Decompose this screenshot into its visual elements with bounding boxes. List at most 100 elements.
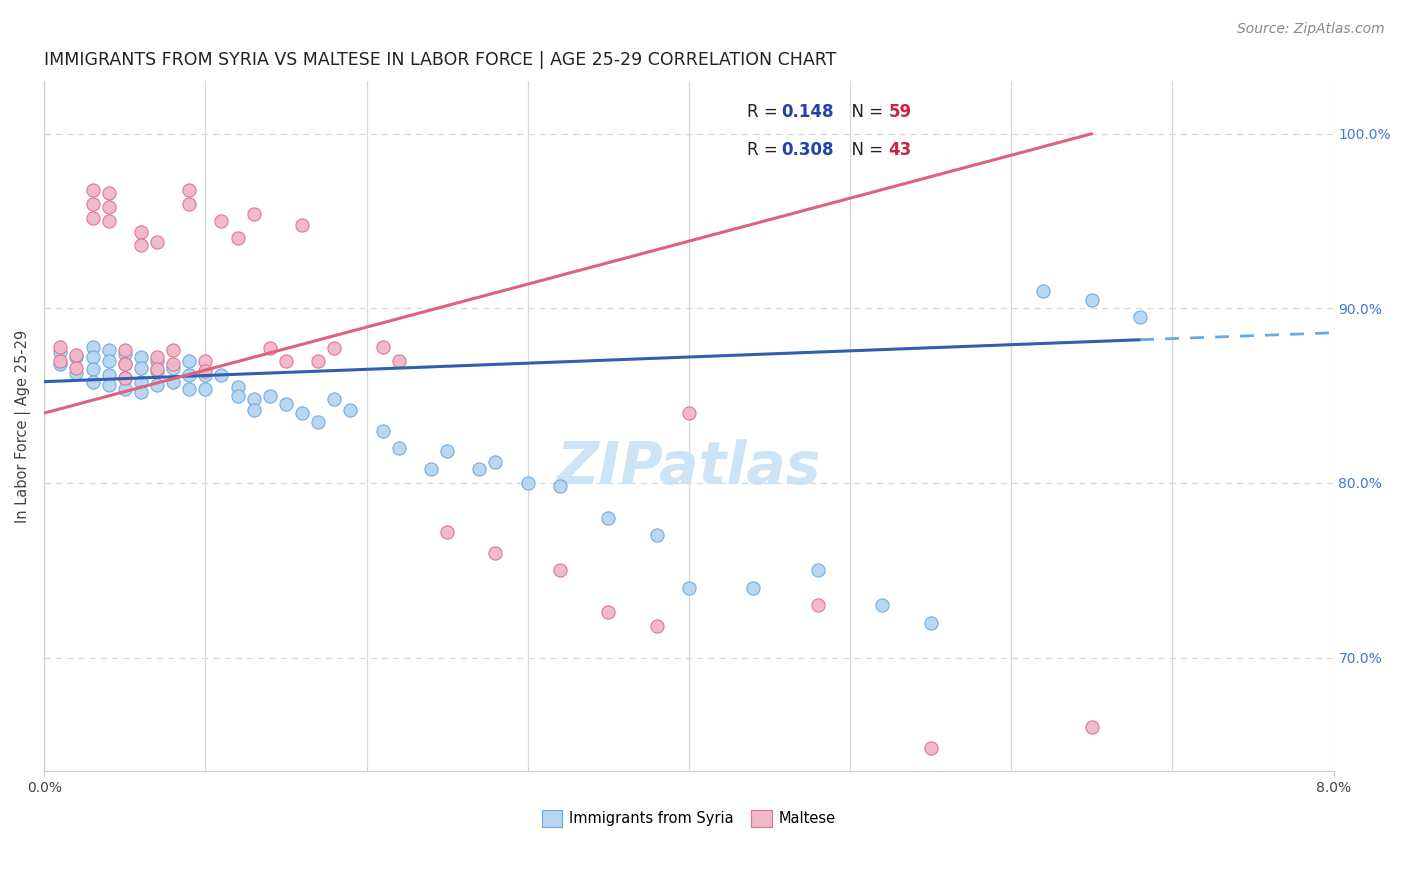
Point [146,353,169,368]
Point [65,350,87,364]
Point [97,353,120,368]
Text: 0.308: 0.308 [782,141,834,160]
Point [339,402,361,417]
Point [114,382,136,396]
Point [129,360,152,375]
Point [49,345,72,359]
Point [1129,310,1152,324]
Text: 0.148: 0.148 [782,103,834,121]
Point [65,366,87,380]
Point [82,375,104,389]
Point [598,511,620,525]
Point [97,368,120,382]
Point [179,183,201,197]
Point [162,357,184,371]
Point [114,371,136,385]
Text: R =: R = [747,141,783,160]
Point [82,340,104,354]
Point [436,444,458,458]
Point [179,353,201,368]
Point [484,546,506,560]
Point [598,605,620,619]
Point [484,455,506,469]
Point [82,196,104,211]
Point [291,406,314,420]
Point [226,389,249,403]
Point [82,350,104,364]
Point [371,424,394,438]
Point [146,362,169,376]
Point [114,347,136,361]
Point [194,353,217,368]
Point [807,598,830,612]
Point [468,462,491,476]
Point [97,378,120,392]
Point [114,357,136,371]
Point [82,211,104,225]
Point [146,350,169,364]
Point [114,343,136,358]
Point [920,615,942,630]
Point [129,238,152,252]
Point [323,342,346,356]
Point [420,462,443,476]
Point [645,619,668,633]
Point [114,357,136,371]
Point [114,371,136,385]
Point [82,362,104,376]
Point [274,353,297,368]
Point [226,231,249,245]
Point [516,475,538,490]
Point [274,397,297,411]
Point [678,581,700,595]
Text: ZIPatlas: ZIPatlas [557,439,821,496]
Point [548,479,571,493]
Point [194,368,217,382]
Point [146,364,169,378]
Point [129,225,152,239]
Point [259,342,281,356]
Point [146,378,169,392]
Text: 59: 59 [889,103,912,121]
Point [242,402,264,417]
Point [194,382,217,396]
Point [226,380,249,394]
Point [807,563,830,577]
Point [49,357,72,371]
Y-axis label: In Labor Force | Age 25-29: In Labor Force | Age 25-29 [15,329,31,523]
Point [388,353,411,368]
Point [162,343,184,358]
Point [179,368,201,382]
Point [1032,284,1054,298]
Text: Source: ZipAtlas.com: Source: ZipAtlas.com [1237,22,1385,37]
Text: 43: 43 [889,141,912,160]
Point [307,353,329,368]
Point [242,392,264,406]
Point [920,741,942,756]
Text: R =: R = [747,103,783,121]
Text: N =: N = [841,141,889,160]
Point [162,375,184,389]
Point [1081,720,1104,734]
Point [259,389,281,403]
Point [82,183,104,197]
Point [371,340,394,354]
Point [65,349,87,363]
Text: N =: N = [841,103,889,121]
Point [742,581,765,595]
Point [49,340,72,354]
Point [291,218,314,232]
Point [179,382,201,396]
Point [97,214,120,228]
Point [146,235,169,249]
Point [870,598,893,612]
Point [97,200,120,214]
Point [323,392,346,406]
Point [1081,293,1104,307]
Point [129,375,152,389]
Point [388,441,411,455]
Point [548,563,571,577]
Point [65,360,87,375]
Point [645,528,668,542]
Point [211,368,233,382]
